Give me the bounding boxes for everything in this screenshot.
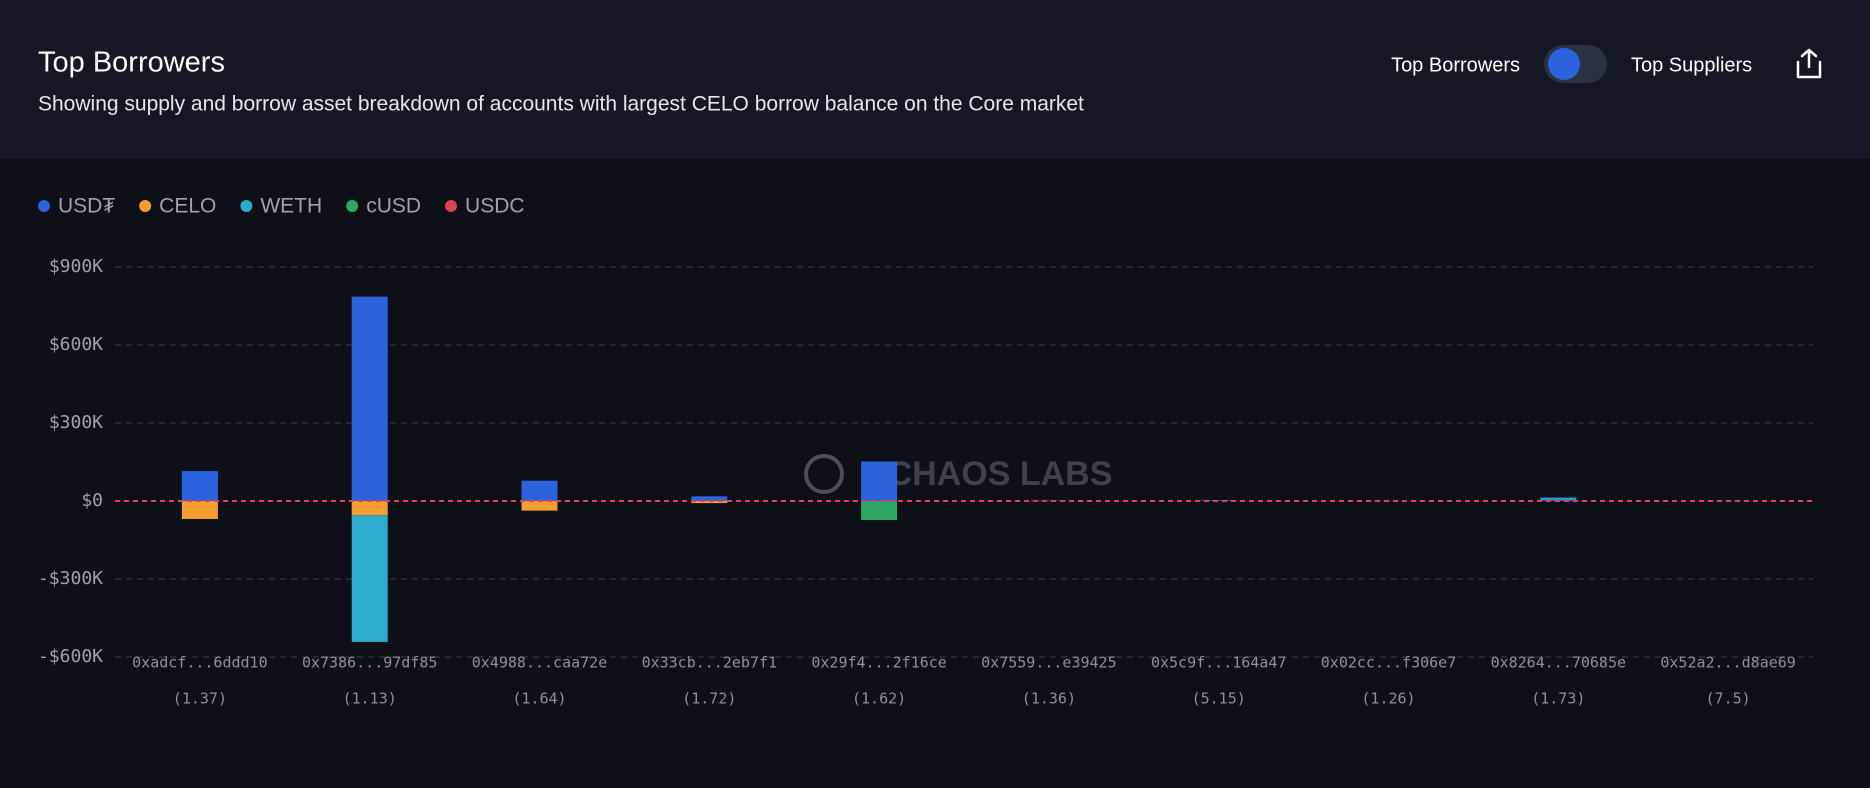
toggle-label[interactable]: Top Suppliers: [1631, 54, 1752, 76]
x-tick-label: 0x5c9f...164a47: [1151, 654, 1286, 672]
health-factor-label: (1.26): [1361, 690, 1415, 708]
health-factor-label: (1.73): [1531, 690, 1585, 708]
legend-swatch: [139, 200, 152, 212]
x-tick-label: 0x02cc...f306e7: [1321, 654, 1456, 672]
bar-segment: [1540, 497, 1577, 500]
bar-segment: [181, 471, 218, 501]
bar-segment: [691, 501, 728, 504]
legend-label: CELO: [159, 195, 216, 218]
x-tick-label: 0x7559...e39425: [981, 654, 1116, 672]
bar-segment: [351, 501, 388, 516]
y-tick-label: -$300K: [38, 568, 103, 589]
health-factor-label: (1.72): [682, 690, 736, 708]
share-box[interactable]: [1796, 60, 1822, 79]
subtitle: Showing supply and borrow asset breakdow…: [38, 93, 1084, 116]
bar-segment: [181, 501, 218, 519]
share-arrow[interactable]: [1800, 48, 1818, 69]
y-tick-label: -$600K: [38, 646, 103, 667]
y-tick-label: $300K: [49, 412, 103, 433]
health-factor-label: (1.37): [173, 690, 227, 708]
bar-segment: [1030, 500, 1067, 501]
x-tick-label: 0x29f4...2f16ce: [811, 654, 946, 672]
x-tick-label: 0x52a2...d8ae69: [1660, 654, 1795, 672]
health-factor-label: (1.13): [343, 690, 397, 708]
toggle-knob[interactable]: [1548, 48, 1580, 80]
y-tick-label: $600K: [49, 334, 103, 355]
legend-swatch: [240, 200, 253, 212]
legend-label: USD₮: [58, 195, 115, 218]
health-factor-label: (1.62): [852, 690, 906, 708]
legend-swatch: [346, 200, 359, 212]
bar-segment: [861, 461, 898, 501]
y-tick-label: $900K: [49, 256, 103, 277]
x-tick-label: 0xadcf...6ddd10: [132, 654, 267, 672]
x-tick-label: 0x33cb...2eb7f1: [642, 654, 777, 672]
bar-segment: [691, 496, 728, 501]
bar-segment: [351, 515, 388, 642]
legend: USD₮ CELO WETH cUSD USDC: [38, 195, 525, 218]
x-tick-label: 0x8264...70685e: [1491, 654, 1626, 672]
bar-segment: [521, 501, 558, 511]
toggle-label[interactable]: Top Borrowers: [1391, 54, 1520, 76]
bar-segment: [351, 296, 388, 501]
legend-label: USDC: [465, 195, 525, 218]
y-tick-label: $0: [81, 490, 103, 511]
watermark-logo: [804, 454, 844, 494]
legend-label: WETH: [260, 195, 322, 218]
health-factor-label: (1.36): [1022, 690, 1076, 708]
share-icon[interactable]: [1796, 48, 1822, 79]
watermark: CHAOS LABS: [888, 455, 1113, 493]
legend-swatch: [38, 200, 50, 212]
health-factor-label: (1.64): [512, 690, 566, 708]
legend-swatch: [445, 200, 458, 212]
legend-label: cUSD: [366, 195, 421, 218]
x-tick-label: 0x7386...97df85: [302, 654, 437, 672]
x-tick-label: 0x4988...caa72e: [472, 654, 607, 672]
bar-segment: [521, 480, 558, 501]
bar-segment: [861, 501, 898, 520]
bar-segment: [1200, 500, 1237, 501]
health-factor-label: (7.5): [1706, 690, 1751, 708]
health-factor-label: (5.15): [1192, 690, 1246, 708]
title: Top Borrowers: [38, 47, 225, 79]
